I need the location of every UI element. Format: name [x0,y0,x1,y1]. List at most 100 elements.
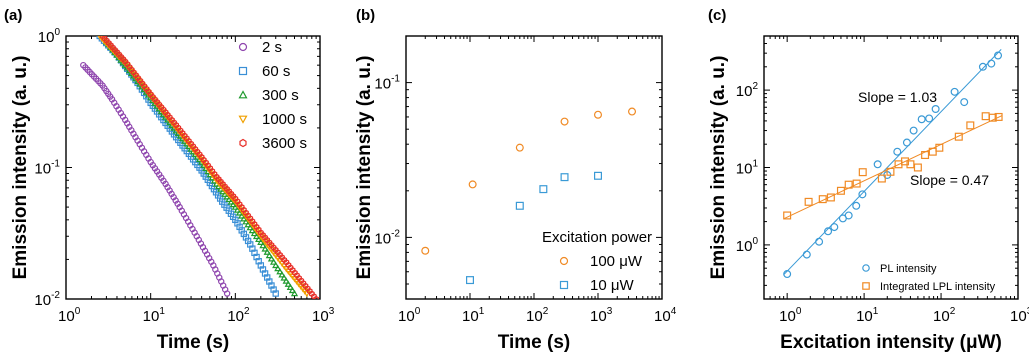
data-point [269,258,278,265]
x-tick-label: 104 [654,306,677,325]
series-4 [99,36,319,299]
x-tick-exp: 2 [950,306,956,317]
x-tick-label: 103 [1010,306,1029,325]
x-tick-label: 102 [526,306,549,325]
plot-area [783,49,1003,279]
x-tick-label: 100 [779,306,802,325]
y-tick-label: 10-1 [34,159,60,178]
y-tick-label: 100 [736,236,759,255]
plot-frame [763,35,1019,300]
y-tick-label: 102 [736,81,759,100]
plot-area [421,107,637,285]
x-tick-label: 103 [590,306,613,325]
data-point [921,151,930,160]
data-point [852,201,861,210]
data-point [242,217,250,225]
data-point [259,241,267,249]
data-point [246,223,254,231]
data-point [539,185,548,194]
data-point [280,274,288,281]
data-point [274,264,282,272]
legend-marker [238,90,248,99]
data-point [313,295,319,299]
data-point [250,229,259,237]
data-point [902,138,911,147]
data-point [468,180,477,189]
data-point [200,159,208,167]
x-tick-base: 10 [526,308,543,325]
data-point [151,99,159,106]
legend-marker [862,282,870,290]
data-point [877,174,886,183]
x-tick-base: 10 [398,308,415,325]
data-point [824,227,833,236]
data-point [311,293,317,299]
data-point [130,72,138,79]
data-point [235,209,244,216]
data-point [123,64,131,71]
data-point [858,190,867,199]
x-tick-label: 103 [312,306,335,325]
x-tick-base: 10 [590,308,607,325]
x-tick-exp: 1 [479,306,485,317]
series-0 [421,107,637,255]
y-axis-label: Emission intensity (a. u.) [708,56,729,280]
data-point [913,163,922,172]
series-0 [783,49,1003,279]
data-point [818,195,827,204]
x-tick-base: 10 [933,308,950,325]
y-tick-base: 10 [736,83,753,100]
y-tick-base: 10 [34,161,51,178]
slope-annotation-lpl: Slope = 0.47 [910,172,989,188]
legend-label: 100 μW [590,253,643,270]
y-tick-exp: -1 [51,159,60,170]
x-tick-exp: 3 [329,306,335,317]
x-tick-label: 101 [143,306,166,325]
x-tick-exp: 3 [607,306,613,317]
data-point [272,261,280,269]
data-point [238,212,246,219]
legend-label: 60 s [262,63,290,80]
legend-label: 300 s [262,87,299,104]
data-point [931,104,940,113]
legend-title: Excitation power [542,229,652,246]
y-tick-exp: 0 [54,27,60,38]
data-point [127,69,136,76]
x-tick-label: 101 [856,306,879,325]
data-point [830,223,839,232]
data-point [257,238,265,245]
data-point [844,211,853,220]
data-point [783,270,792,279]
data-point [994,51,1003,60]
data-point [198,156,206,164]
data-point [202,162,210,170]
data-point [265,251,273,259]
data-point [153,102,161,109]
x-axis-label: Time (s) [157,332,230,353]
series-0 [80,61,231,297]
y-tick-base: 10 [736,238,753,255]
x-tick-base: 10 [312,308,329,325]
x-tick-exp: 4 [671,306,677,317]
data-point [267,254,276,262]
data-point [204,167,212,175]
chart-panel-2: (c)100101102103100101102Excitation inten… [708,7,1029,353]
x-tick-base: 10 [462,308,479,325]
x-tick-label: 100 [398,306,421,325]
y-tick-exp: -2 [391,228,400,239]
data-point [628,107,637,116]
legend: 2 s 60 s 300 s 1000 s 3600 s [238,39,307,152]
data-point [836,186,845,195]
data-point [560,117,569,126]
data-point [858,168,867,177]
x-axis-label: Excitation intensity (μW) [780,332,1002,353]
y-axis-label: Emission intensity (a. u.) [354,56,375,280]
data-point [917,115,926,124]
series-1 [783,112,1003,220]
data-point [988,113,997,122]
data-point [466,276,475,285]
legend: PL intensity Integrated LPL intensity [862,263,996,293]
legend-label: 2 s [262,39,282,56]
